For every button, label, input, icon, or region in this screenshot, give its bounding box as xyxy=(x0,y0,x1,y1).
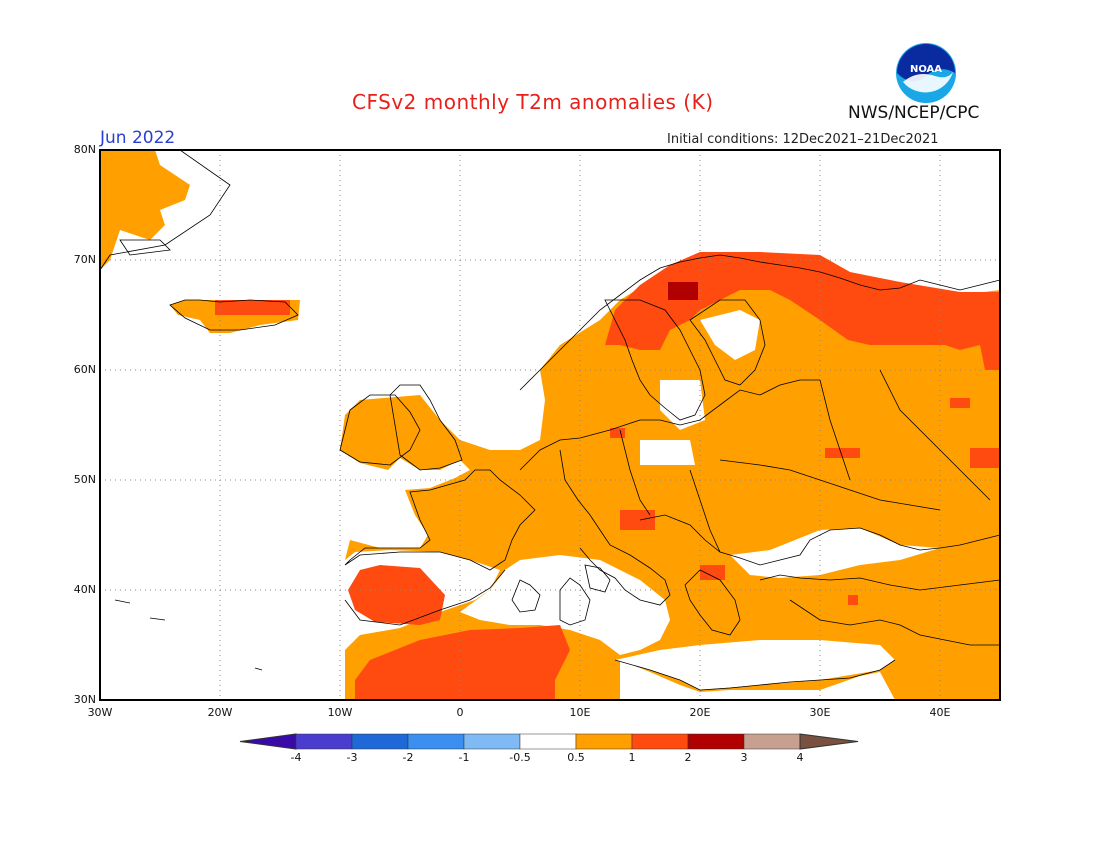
colorbar-segment xyxy=(575,733,633,750)
anomaly-region-russia-warm xyxy=(825,448,860,458)
lon-label: 10W xyxy=(327,706,353,719)
colorbar-segment xyxy=(631,733,689,750)
neutral-region-east-med xyxy=(615,640,895,690)
neutral-region-poland xyxy=(640,440,695,465)
coastlines xyxy=(99,149,1001,691)
anomaly-region-balkans-warm xyxy=(620,510,655,530)
anomaly-fill-layer xyxy=(100,150,1000,700)
anomaly-region-denmark-warm xyxy=(610,428,625,438)
forecast-month: Jun 2022 xyxy=(100,128,176,148)
chart-title: CFSv2 monthly T2m anomalies (K) xyxy=(352,90,714,114)
lat-label: 30N xyxy=(73,693,96,706)
colorbar-tick-label: 4 xyxy=(796,751,804,764)
colorbar-tick-label: -0.5 xyxy=(509,751,531,764)
initial-conditions: Initial conditions: 12Dec2021–21Dec2021 xyxy=(667,132,939,147)
logo-text: NOAA xyxy=(910,64,942,75)
lon-label: 30E xyxy=(809,706,831,719)
lat-label: 80N xyxy=(73,143,96,156)
lon-label: 20E xyxy=(689,706,711,719)
anomaly-region-iberia-warm xyxy=(348,565,445,625)
neutral-region-black-sea xyxy=(730,528,940,578)
anomaly-region-norway-hot xyxy=(668,282,698,300)
colorbar-segment xyxy=(407,733,465,750)
colorbar-segment xyxy=(519,733,577,750)
neutral-region-baltic xyxy=(660,380,705,430)
colorbar-lower-extend xyxy=(239,733,297,750)
lat-label: 60N xyxy=(73,363,96,376)
anomaly-region-greenland xyxy=(100,150,190,270)
lon-label: 40E xyxy=(929,706,951,719)
anomaly-region-turkey-warm xyxy=(848,595,858,605)
lat-label: 70N xyxy=(73,253,96,266)
colorbar-tick-label: -4 xyxy=(290,751,302,764)
anomaly-region-greece-warm xyxy=(700,565,725,580)
lat-label: 50N xyxy=(73,473,96,486)
grid-lines xyxy=(100,150,1000,700)
anomaly-region-urals-warm xyxy=(950,398,970,408)
colorbar-segment xyxy=(463,733,521,750)
colorbar-segment xyxy=(351,733,409,750)
noaa-logo-icon: NOAA xyxy=(896,43,956,103)
colorbar-segment xyxy=(687,733,745,750)
lon-label: 20W xyxy=(207,706,233,719)
neutral-region-mediterranean xyxy=(460,555,670,655)
colorbar-tick-label: 1 xyxy=(628,751,636,764)
colorbar-tick-label: -1 xyxy=(458,751,470,764)
lon-label: 30W xyxy=(87,706,113,719)
anomaly-region-iceland-warm xyxy=(215,300,290,315)
lat-label: 40N xyxy=(73,583,96,596)
colorbar-tick-label: 3 xyxy=(740,751,748,764)
organization-label: NWS/NCEP/CPC xyxy=(848,103,980,123)
colorbar-upper-extend xyxy=(799,733,859,750)
map-frame xyxy=(99,149,1001,701)
anomaly-region-africa-warm xyxy=(355,625,570,700)
colorbar-segment xyxy=(295,733,353,750)
neutral-region-bothnia xyxy=(700,310,760,360)
anomaly-region-kazakh-warm xyxy=(970,448,1000,468)
colorbar-segment xyxy=(743,733,801,750)
colorbar-tick-label: 2 xyxy=(684,751,692,764)
colorbar-tick-label: -3 xyxy=(346,751,358,764)
colorbar-tick-label: -2 xyxy=(402,751,414,764)
lon-label: 10E xyxy=(569,706,591,719)
anomaly-region-scandinavia-warm xyxy=(605,252,1000,370)
colorbar-tick-label: 0.5 xyxy=(567,751,585,764)
lon-label: 0 xyxy=(456,706,464,719)
